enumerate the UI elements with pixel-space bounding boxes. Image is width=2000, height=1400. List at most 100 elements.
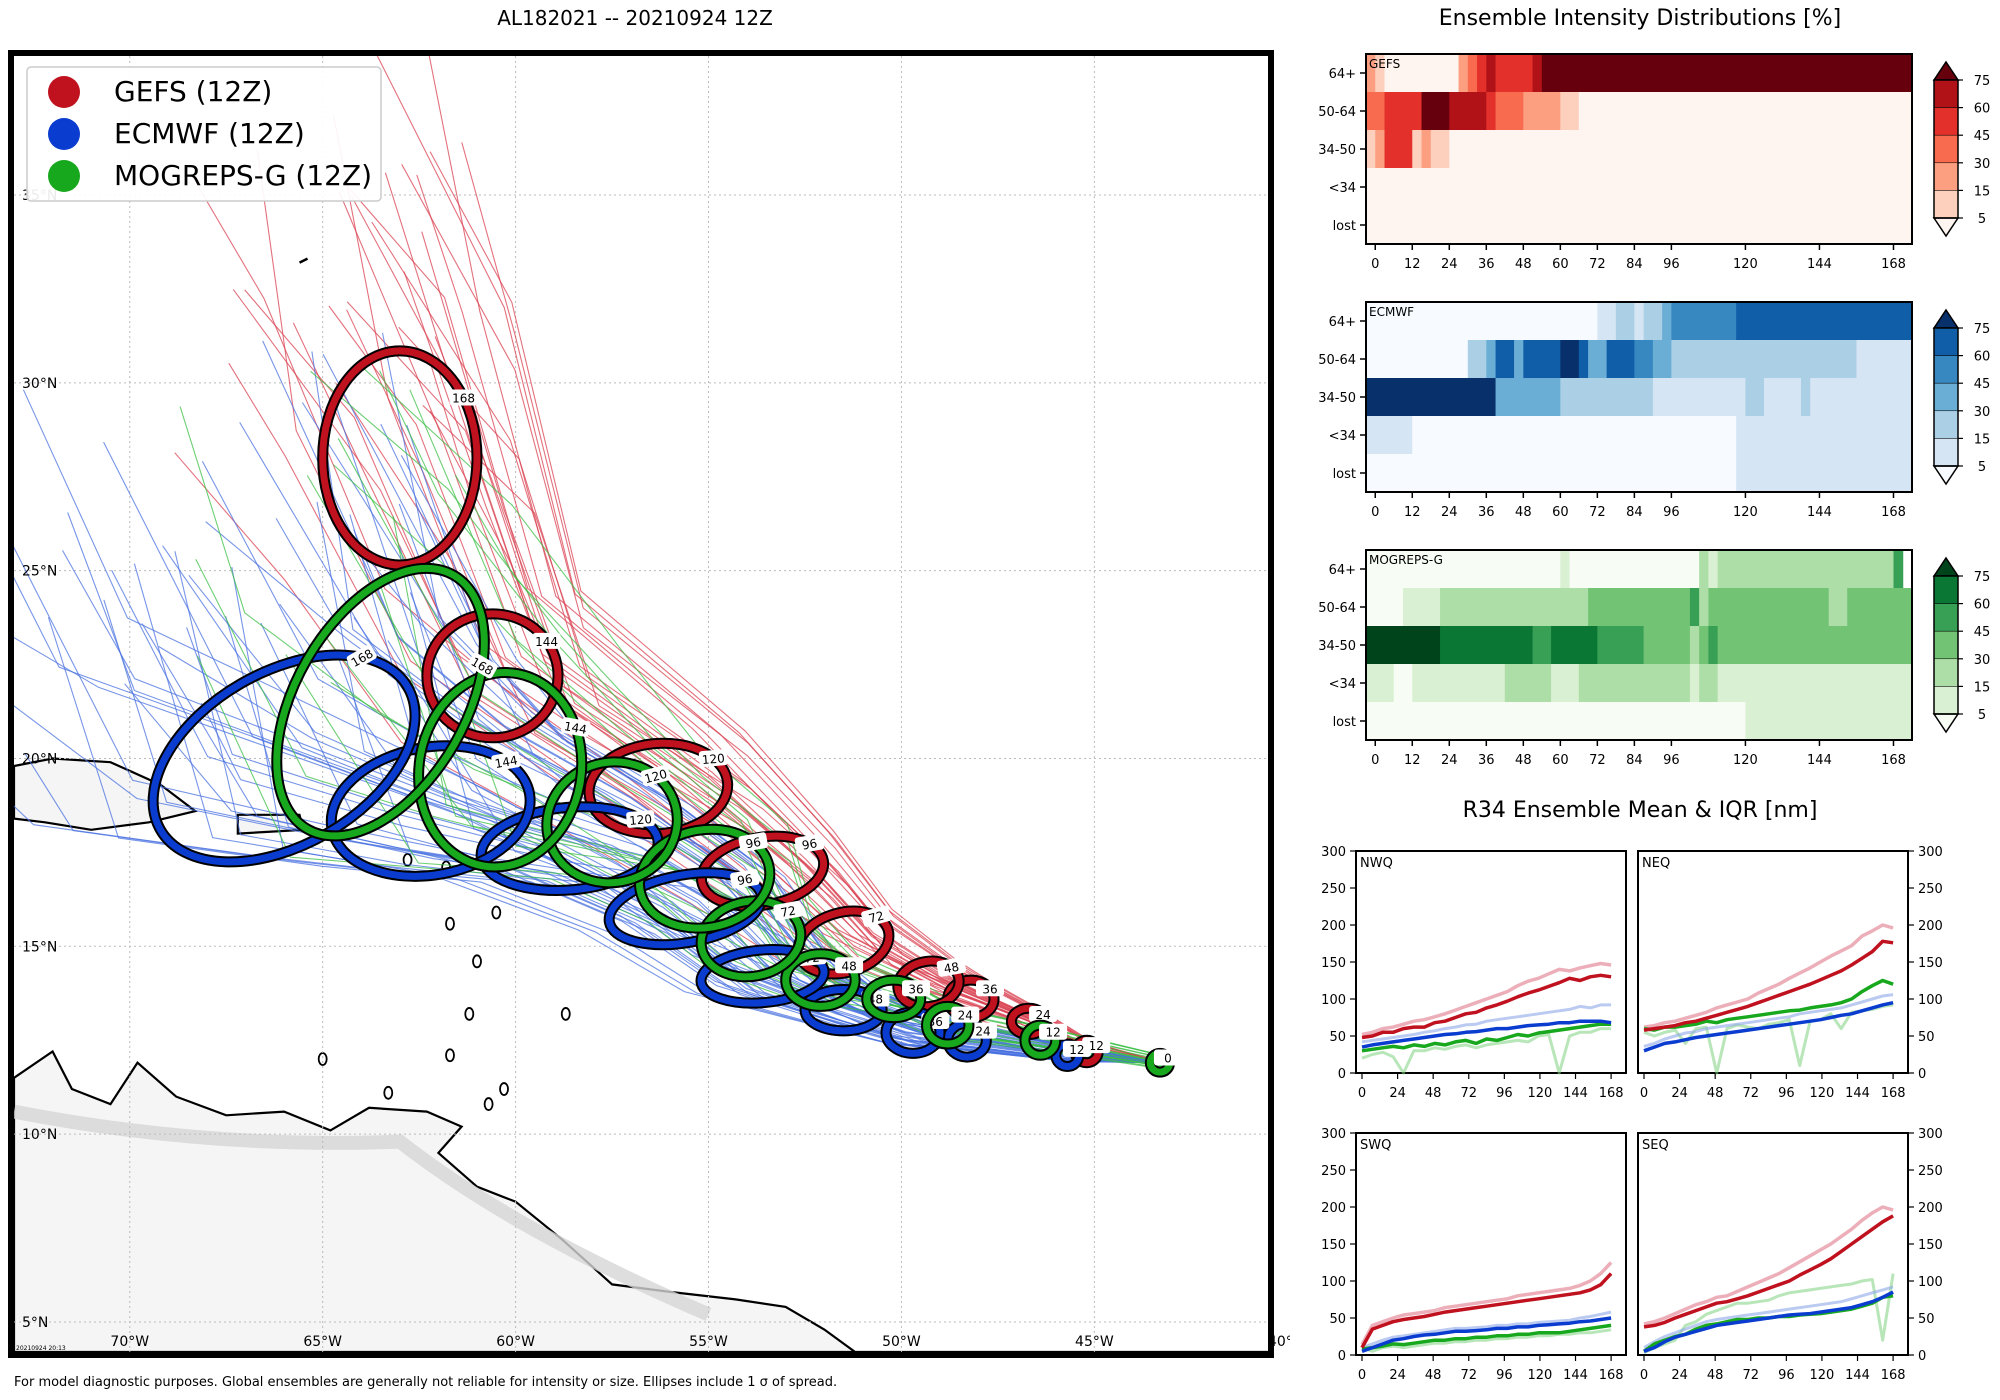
heatmap-cell xyxy=(1366,206,1913,245)
y-tick-label: 200 xyxy=(1918,919,1943,934)
heatmap-cell xyxy=(1467,54,1478,93)
ellipse-hour-label: 96 xyxy=(745,835,762,851)
heatmap-cell xyxy=(1634,340,1654,379)
heatmap-cell xyxy=(1597,302,1617,341)
footer-note: For model diagnostic purposes. Global en… xyxy=(14,1375,838,1390)
mogreps-iqr-line xyxy=(1643,1273,1895,1355)
y-tick-label: 250 xyxy=(1321,1164,1346,1179)
row-label: 34-50 xyxy=(1318,143,1356,158)
colorbar-swatch xyxy=(1933,162,1959,191)
heatmap-cell xyxy=(1828,588,1848,627)
mogreps-mean-line xyxy=(1361,1022,1612,1053)
heatmap-cell xyxy=(1643,302,1663,341)
x-tick-label: 60 xyxy=(1552,257,1569,272)
ellipse-hour-label: 36 xyxy=(982,982,997,996)
gefs-mean-line xyxy=(1360,1272,1613,1349)
legend-ecmwf-label: ECMWF (12Z) xyxy=(114,117,305,150)
panel-frame xyxy=(1365,549,1913,741)
panel-name: ECMWF xyxy=(1369,305,1414,319)
x-tick-label: 120 xyxy=(1528,1368,1553,1383)
x-tick-label: 96 xyxy=(1496,1086,1513,1101)
x-tick-label: 168 xyxy=(1881,1368,1906,1383)
heatmap-cell xyxy=(1412,130,1423,169)
ellipse-mogreps-g-0: 0 xyxy=(1144,1047,1182,1078)
y-tick-label: 300 xyxy=(1918,845,1943,860)
island xyxy=(472,954,482,969)
x-tick-label: 96 xyxy=(1778,1368,1795,1383)
colorbar-bottom-arrow xyxy=(1932,713,1960,734)
track-line-gefs xyxy=(461,142,1164,1064)
track-line-ecmwf xyxy=(201,460,1164,1064)
south-america-land xyxy=(14,1049,1268,1352)
island xyxy=(445,1048,455,1063)
x-tick-label: 48 xyxy=(1515,753,1532,768)
panel-name: SEQ xyxy=(1642,1138,1669,1153)
heatmap-cell xyxy=(1384,92,1404,131)
colorbar-top-arrow xyxy=(1932,308,1960,329)
ellipse-label-bg xyxy=(738,832,768,852)
heatmap-cell xyxy=(1699,588,1709,627)
bermuda xyxy=(298,257,309,264)
heatmap-cell xyxy=(1366,168,1913,207)
legend-mogreps-label: MOGREPS-G (12Z) xyxy=(114,159,372,192)
heatmap-cell xyxy=(1856,340,1913,379)
colorbar-tick-label: 60 xyxy=(1974,102,1991,117)
heatmap-cell xyxy=(1514,340,1524,379)
heatmap-cell xyxy=(1847,588,1913,627)
colorbar-swatch xyxy=(1933,134,1959,164)
heatmap-cell xyxy=(1366,588,1404,627)
row-label: 34-50 xyxy=(1318,639,1356,654)
ellipse-label-bg xyxy=(1062,1040,1091,1057)
lon-tick-label: 60°W xyxy=(496,1334,535,1350)
heatmap-cell xyxy=(1800,378,1811,417)
ellipse-label-bg xyxy=(936,957,967,977)
x-tick-label: 0 xyxy=(1640,1086,1648,1101)
colorbar-tick-label: 60 xyxy=(1974,350,1991,365)
heatmap-cell xyxy=(1643,626,1691,665)
ellipse-ring xyxy=(319,347,481,569)
y-tick-label: 250 xyxy=(1918,1164,1943,1179)
ellipse-label-bg xyxy=(835,957,864,974)
x-tick-label: 60 xyxy=(1552,753,1569,768)
y-tick-label: 50 xyxy=(1329,1030,1346,1045)
colorbar-tick-label: 75 xyxy=(1974,74,1991,89)
heatmap-cell xyxy=(1828,702,1913,741)
x-tick-label: 144 xyxy=(1563,1368,1588,1383)
colorbar-tick-label: 15 xyxy=(1974,432,1991,447)
ellipse-ring xyxy=(697,897,805,981)
gefs-mean-line xyxy=(1643,939,1894,1032)
ellipse-label-bg xyxy=(449,389,478,406)
mogreps-iqr-line xyxy=(1361,1027,1612,1075)
ellipse-hour-label: 72 xyxy=(867,908,885,925)
x-tick-label: 144 xyxy=(1845,1368,1870,1383)
x-tick-label: 168 xyxy=(1881,257,1906,272)
intensity-title: Ensemble Intensity Distributions [%] xyxy=(1438,6,1842,31)
ellipse-hour-label: 12 xyxy=(1089,1039,1104,1053)
legend-mogreps-marker xyxy=(48,160,80,192)
colorbar-frame xyxy=(1933,327,1959,467)
colorbar-tick-label: 15 xyxy=(1974,184,1991,199)
x-tick-label: 24 xyxy=(1389,1086,1406,1101)
x-tick-label: 168 xyxy=(1881,1086,1906,1101)
x-tick-label: 84 xyxy=(1626,505,1643,520)
x-tick-label: 72 xyxy=(1460,1368,1477,1383)
island xyxy=(317,1052,328,1066)
y-tick-label: 0 xyxy=(1918,1067,1926,1082)
island xyxy=(560,1007,571,1021)
island xyxy=(383,1085,394,1100)
ellipse-label-bg xyxy=(1153,1049,1182,1066)
intensity-panel-mogreps-g: 64+ 50-64 34-50 <34 lost MOGREPS-G 0 12 24 36 48 60… xyxy=(1318,549,1990,768)
lat-tick-label: 5°N xyxy=(22,1315,48,1331)
heatmap-cell xyxy=(1375,54,1386,93)
ellipse-hour-label: 144 xyxy=(563,719,588,737)
ecmwf-iqr-line xyxy=(1361,1003,1612,1044)
x-tick-label: 0 xyxy=(1371,505,1379,520)
heatmap-cell xyxy=(1366,550,1561,589)
ellipse-hour-label: 48 xyxy=(943,960,960,976)
heatmap-cell xyxy=(1671,302,1737,341)
ellipse-mogreps-g-24: 24 xyxy=(921,1000,980,1050)
heatmap-cell xyxy=(1810,378,1913,417)
heatmap-cell xyxy=(1893,550,1904,589)
gefs-iqr-line xyxy=(1361,961,1612,1037)
y-tick-label: 250 xyxy=(1918,882,1943,897)
